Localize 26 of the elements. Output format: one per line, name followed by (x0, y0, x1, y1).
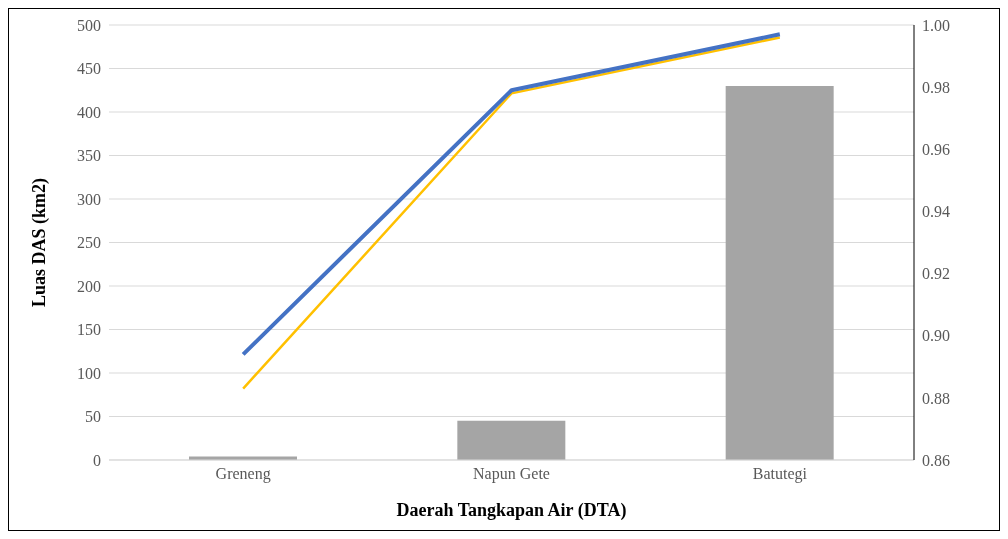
y-tick-label: 0 (93, 451, 101, 469)
x-tick-label: Greneng (215, 465, 271, 484)
y2-tick-label: 0.94 (922, 203, 950, 221)
bar (457, 420, 566, 460)
y-tick-label: 150 (77, 321, 101, 339)
y2-tick-label: 0.96 (922, 140, 950, 158)
y2-tick-label: 0.88 (922, 389, 950, 407)
y-tick-label: 350 (77, 147, 101, 165)
bar (725, 85, 834, 460)
y-tick-label: 100 (77, 364, 101, 382)
y2-tick-label: 0.90 (922, 327, 950, 345)
y-tick-label: 250 (77, 234, 101, 252)
x-tick-label: Napun Gete (473, 465, 550, 484)
y-tick-label: 500 (77, 16, 101, 34)
x-axis-title: Daerah Tangkapan Air (DTA) (396, 500, 627, 521)
y-tick-label: 300 (77, 190, 101, 208)
y-tick-label: 50 (85, 408, 101, 426)
y-tick-label: 450 (77, 60, 101, 78)
y-tick-label: 200 (77, 277, 101, 295)
y2-tick-label: 0.98 (922, 78, 950, 96)
y-axis-title: Luas DAS (km2) (29, 177, 51, 308)
x-tick-label: Batutegi (752, 465, 808, 484)
y-tick-label: 400 (77, 103, 101, 121)
y2-tick-label: 0.86 (922, 451, 950, 469)
y2-tick-label: 1.00 (922, 16, 950, 34)
y2-tick-label: 0.92 (922, 265, 950, 283)
